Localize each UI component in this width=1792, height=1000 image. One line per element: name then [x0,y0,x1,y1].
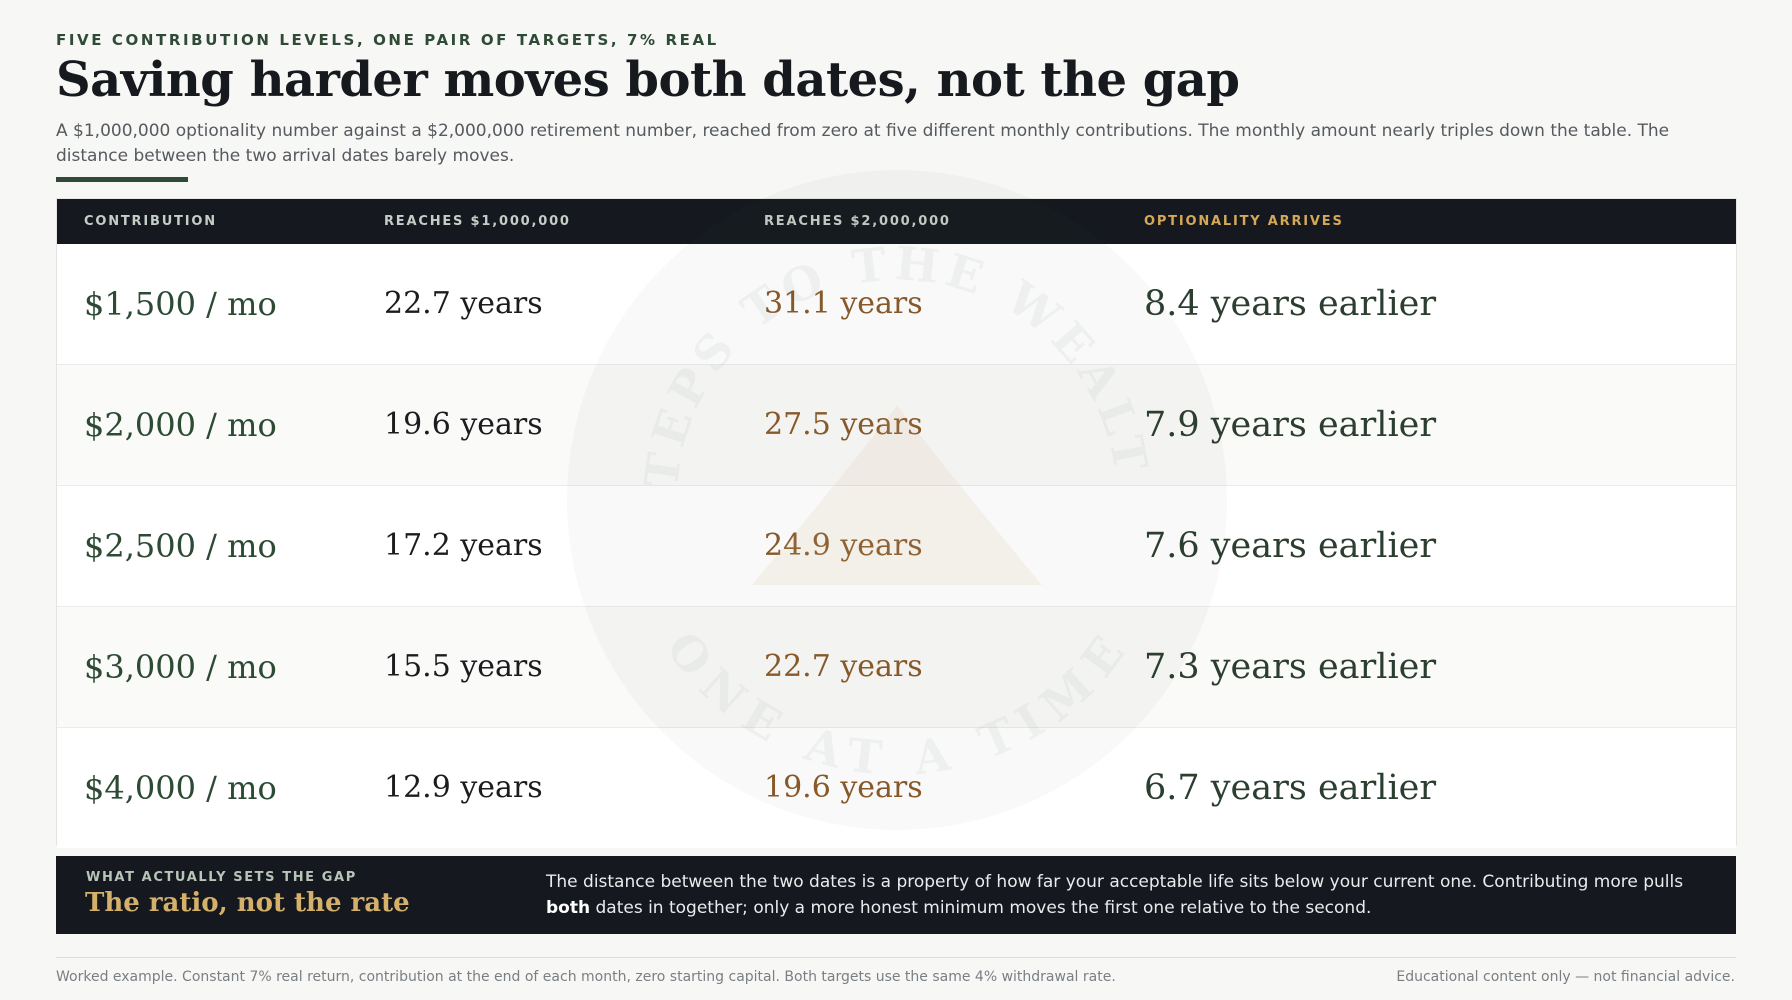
disclaimer: Educational content only — not financial… [1396,969,1735,985]
column-header: CONTRIBUTION [84,214,217,229]
table-row: $3,000 / mo 15.5 years 22.7 years 7.3 years… [57,606,1736,727]
table-cell: 7.3 years earlier [1144,647,1437,687]
eyebrow: FIVE CONTRIBUTION LEVELS, ONE PAIR OF TA… [56,31,719,49]
footer-rule [56,957,1736,958]
table: CONTRIBUTION REACHES $1,000,000 REACHES $2… [56,198,1737,848]
footer-note: Worked example. Constant 7% real return,… [56,969,1116,985]
table-cell: $2,500 / mo [84,527,277,565]
table-row: $1,500 / mo 22.7 years 31.1 years 8.4 years… [57,244,1736,364]
text: The distance between the two dates is a … [546,872,1684,892]
table-cell: 15.5 years [384,649,543,684]
table-row: $2,000 / mo 19.6 years 27.5 years 7.9 years… [57,364,1736,485]
table-cell: $3,000 / mo [84,648,277,686]
table-row: $4,000 / mo 12.9 years 19.6 years 6.7 years… [57,727,1736,848]
subtitle: A $1,000,000 optionality number against … [56,121,1670,166]
table-cell: $2,000 / mo [84,406,277,444]
table-header: CONTRIBUTION REACHES $1,000,000 REACHES $2… [57,199,1736,244]
table-cell: 12.9 years [384,770,543,805]
accent-bar [56,177,188,182]
callout-title: The ratio, not the rate [85,888,410,918]
table-cell: $1,500 / mo [84,285,277,323]
table-cell: $4,000 / mo [84,769,277,807]
table-cell: 31.1 years [764,286,923,321]
callout-text: The distance between the two dates is a … [546,869,1696,921]
table-cell: 6.7 years earlier [1144,768,1437,808]
callout: WHAT ACTUALLY SETS THE GAP The ratio, no… [56,856,1736,934]
column-header: OPTIONALITY ARRIVES [1144,214,1344,229]
text: dates in together; only a more honest mi… [590,898,1372,918]
table-cell: 22.7 years [764,649,923,684]
table-cell: 8.4 years earlier [1144,284,1437,324]
table-cell: 17.2 years [384,528,543,563]
emphasis: both [546,898,591,918]
table-cell: 27.5 years [764,407,923,442]
column-header: REACHES $1,000,000 [384,214,571,229]
table-cell: 19.6 years [764,770,923,805]
title: Saving harder moves both dates, not the … [56,52,1240,108]
table-row: $2,500 / mo 17.2 years 24.9 years 7.6 years… [57,485,1736,606]
table-cell: 7.6 years earlier [1144,526,1437,566]
column-header: REACHES $2,000,000 [764,214,951,229]
table-cell: 22.7 years [384,286,543,321]
callout-label: WHAT ACTUALLY SETS THE GAP [86,870,357,885]
table-cell: 24.9 years [764,528,923,563]
table-cell: 7.9 years earlier [1144,405,1437,445]
table-cell: 19.6 years [384,407,543,442]
